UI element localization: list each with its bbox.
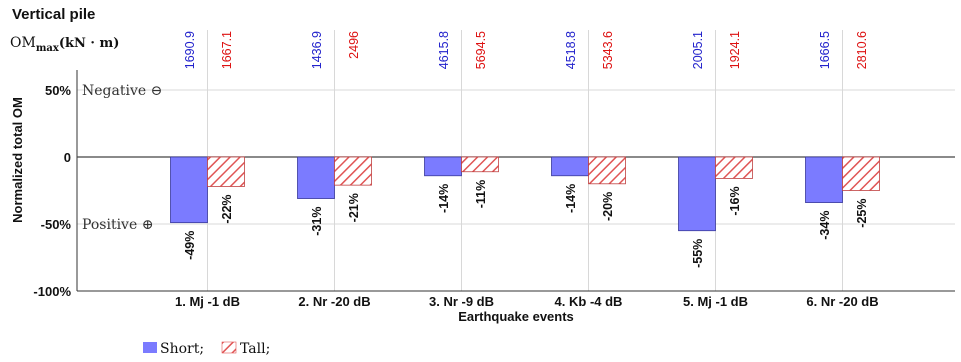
annotation-negative: Negative ⊖ xyxy=(82,83,162,99)
legend-label-short-sep: ; xyxy=(199,341,204,357)
legend-label-tall-name: Tall xyxy=(240,341,266,357)
x-tick-label: 5. Mj -1 dB xyxy=(683,294,748,309)
bar-label-tall: -16% xyxy=(728,186,742,215)
legend-label-tall: Tall; xyxy=(240,341,270,357)
bar-short xyxy=(297,156,335,199)
bar-label-tall: -11% xyxy=(474,180,488,209)
bar-tall xyxy=(461,156,499,173)
om-max-value-short: 4518.8 xyxy=(564,31,578,69)
bar-label-short: -55% xyxy=(691,239,705,268)
om-max-label-main: OM xyxy=(10,35,36,51)
bar-tall xyxy=(715,156,753,179)
bar-short xyxy=(424,156,462,177)
y-axis-label: Normalized total OM xyxy=(10,97,25,223)
legend: Short; Tall; xyxy=(143,341,270,357)
bar-label-short: -34% xyxy=(818,211,832,240)
x-tick-label: 2. Nr -20 dB xyxy=(298,294,370,309)
bar-label-short: -31% xyxy=(310,207,324,236)
bar-short xyxy=(805,156,843,203)
y-tick-label: 0 xyxy=(64,150,71,165)
y-tick-label: 50% xyxy=(45,83,71,98)
bars xyxy=(170,156,880,232)
bar-label-tall: -20% xyxy=(601,192,615,221)
bar-tall xyxy=(842,156,880,191)
legend-label-tall-sep: ; xyxy=(266,341,271,357)
legend-label-short-name: Short xyxy=(160,341,200,357)
om-max-value-short: 2005.1 xyxy=(691,31,705,69)
bar-label-short: -49% xyxy=(183,231,197,260)
x-tick-label: 1. Mj -1 dB xyxy=(175,294,240,309)
bar-labels: -49% -31% -14% -14% -55% -34% -22% -21% -11% -20%… xyxy=(183,180,869,268)
om-max-label: OMmax(kN · m) xyxy=(10,35,119,54)
bar-short xyxy=(551,156,589,177)
bar-tall xyxy=(588,156,626,185)
om-max-values: 1690.9 1436.9 4615.8 4518.8 2005.1 1666.5 1667… xyxy=(183,31,869,69)
bar-label-tall: -21% xyxy=(347,193,361,222)
bar-tall xyxy=(334,156,372,186)
bar-label-tall: -25% xyxy=(855,199,869,228)
bar-short xyxy=(678,156,716,232)
legend-swatch-tall xyxy=(221,341,237,354)
om-max-label-unit: (kN · m) xyxy=(59,36,120,51)
bar-tall xyxy=(207,156,245,187)
om-max-value-short: 1436.9 xyxy=(310,31,324,69)
y-tick-label: -50% xyxy=(41,217,72,232)
bar-label-short: -14% xyxy=(437,184,451,213)
bar-label-tall: -22% xyxy=(220,194,234,223)
x-ticks: 1. Mj -1 dB 2. Nr -20 dB 3. Nr -9 dB 4. Kb … xyxy=(175,294,879,309)
om-max-label-sub: max xyxy=(36,43,60,54)
annotation-positive: Positive ⊕ xyxy=(82,217,153,233)
om-max-value-tall: 5343.6 xyxy=(601,31,615,69)
x-tick-label: 6. Nr -20 dB xyxy=(806,294,878,309)
x-tick-label: 4. Kb -4 dB xyxy=(555,294,623,309)
legend-swatch-short xyxy=(143,342,157,353)
om-max-value-short: 1690.9 xyxy=(183,31,197,69)
y-tick-label: -100% xyxy=(33,284,71,299)
om-max-value-tall: 1667.1 xyxy=(220,31,234,69)
om-max-value-short: 1666.5 xyxy=(818,31,832,69)
om-max-value-tall: 5694.5 xyxy=(474,31,488,69)
chart-title: Vertical pile xyxy=(12,6,95,23)
bar-label-short: -14% xyxy=(564,184,578,213)
x-tick-label: 3. Nr -9 dB xyxy=(429,294,494,309)
om-max-value-short: 4615.8 xyxy=(437,31,451,69)
bar-short xyxy=(170,156,208,224)
om-max-value-tall: 2810.6 xyxy=(855,31,869,69)
y-ticks: 50% 0 -50% -100% xyxy=(33,83,71,299)
om-max-value-tall: 1924.1 xyxy=(728,31,742,69)
legend-label-short: Short; xyxy=(160,341,204,357)
x-axis-label: Earthquake events xyxy=(458,309,574,324)
om-max-value-tall: 2496 xyxy=(347,31,361,59)
